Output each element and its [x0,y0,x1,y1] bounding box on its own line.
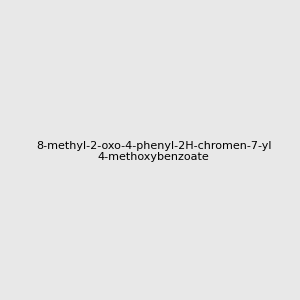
Text: 8-methyl-2-oxo-4-phenyl-2H-chromen-7-yl 4-methoxybenzoate: 8-methyl-2-oxo-4-phenyl-2H-chromen-7-yl … [36,141,272,162]
